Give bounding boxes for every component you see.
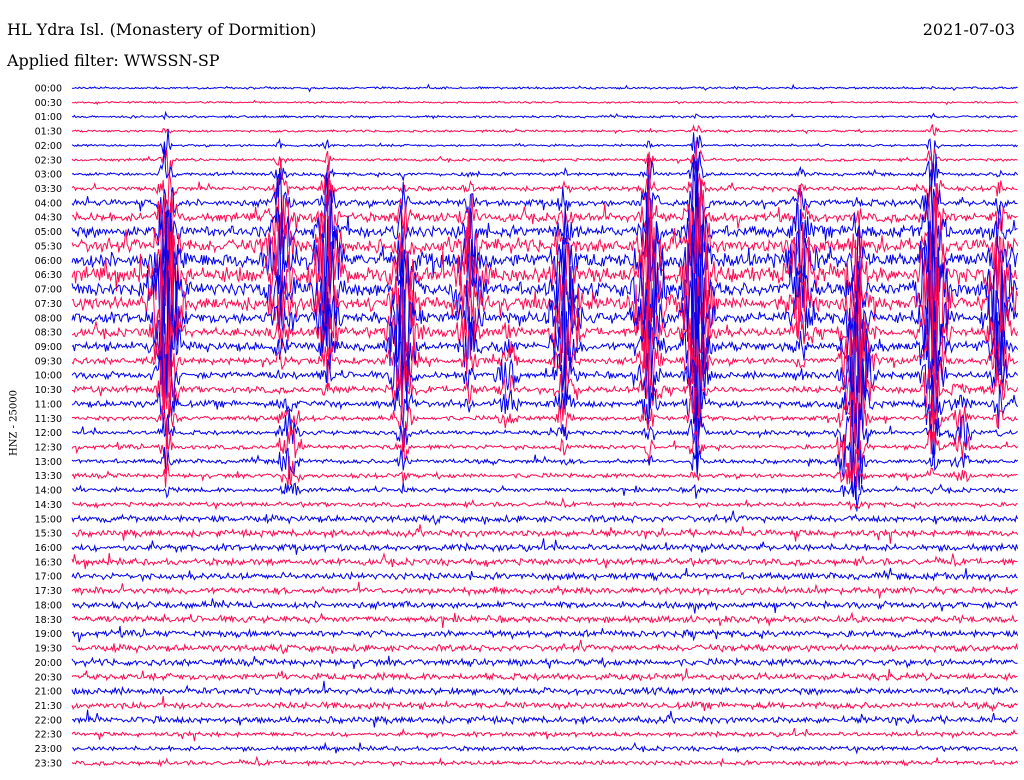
- trace-row-0430: [71, 177, 1018, 267]
- time-tick-label: 08:00: [35, 313, 62, 324]
- time-tick-label: 05:30: [35, 241, 62, 252]
- trace-row-1930: [71, 639, 1019, 655]
- trace-row-0400: [71, 153, 1018, 244]
- trace-row-1830: [71, 611, 1018, 628]
- time-tick-label: 20:30: [35, 672, 62, 683]
- trace-row-0130: [71, 124, 1018, 137]
- time-tick-label: 15:30: [35, 529, 62, 540]
- trace-row-1800: [71, 598, 1018, 614]
- trace-row-2030: [71, 668, 1018, 682]
- time-tick-label: 10:00: [35, 371, 62, 382]
- trace-row-0930: [71, 286, 1018, 425]
- time-tick-label: 10:30: [35, 385, 62, 396]
- time-tick-label: 09:00: [35, 342, 62, 353]
- time-tick-label: 18:30: [35, 615, 62, 626]
- trace-row-0230: [71, 140, 1018, 181]
- trace-row-0300: [71, 144, 1019, 195]
- trace-row-2300: [71, 741, 1018, 755]
- time-tick-label: 23:00: [35, 744, 62, 755]
- time-tick-labels: 00:00 00:30 01:00 01:30 02:00 02:30 03:00 03:30…: [35, 84, 62, 770]
- time-tick-label: 17:30: [35, 586, 62, 597]
- trace-row-1400: [71, 476, 1018, 512]
- trace-row-1200: [72, 396, 1018, 470]
- trace-row-2230: [71, 727, 1018, 742]
- time-tick-label: 11:30: [35, 414, 62, 425]
- time-tick-label: 16:30: [35, 557, 62, 568]
- trace-row-0600: [71, 190, 1019, 352]
- trace-row-1130: [71, 387, 1018, 455]
- time-tick-label: 21:30: [35, 701, 62, 712]
- trace-row-1900: [71, 626, 1019, 643]
- time-tick-label: 19:30: [35, 644, 62, 655]
- time-tick-label: 22:30: [35, 730, 62, 741]
- trace-row-0000: [71, 83, 1018, 93]
- trace-row-1300: [71, 432, 1018, 501]
- time-tick-label: 09:30: [35, 356, 62, 367]
- trace-row-0100: [71, 110, 1018, 121]
- trace-row-2200: [71, 709, 1019, 728]
- trace-row-1330: [71, 449, 1018, 488]
- time-tick-label: 03:30: [35, 184, 62, 195]
- time-tick-label: 02:30: [35, 155, 62, 166]
- time-tick-label: 00:30: [35, 98, 62, 109]
- time-tick-label: 17:00: [35, 572, 62, 583]
- time-tick-label: 04:00: [35, 198, 62, 209]
- trace-row-1630: [71, 552, 1018, 570]
- trace-row-1030: [72, 336, 1019, 456]
- trace-row-1730: [71, 581, 1018, 599]
- trace-row-0730: [71, 197, 1019, 398]
- trace-row-2000: [71, 655, 1018, 669]
- time-tick-label: 22:00: [35, 715, 62, 726]
- trace-row-1500: [71, 510, 1019, 526]
- time-tick-label: 11:00: [35, 399, 62, 410]
- time-tick-label: 13:30: [35, 471, 62, 482]
- time-tick-label: 19:00: [35, 629, 62, 640]
- trace-row-1100: [71, 356, 1019, 444]
- time-tick-label: 12:30: [35, 443, 62, 454]
- time-tick-label: 06:00: [35, 256, 62, 267]
- time-tick-label: 00:00: [35, 84, 62, 95]
- time-tick-label: 03:00: [35, 170, 62, 181]
- trace-row-0030: [71, 99, 1018, 106]
- station-title: HL Ydra Isl. (Monastery of Dormition): [7, 20, 317, 39]
- trace-row-1700: [71, 567, 1018, 583]
- time-tick-label: 18:00: [35, 600, 62, 611]
- trace-lines: [71, 83, 1019, 768]
- trace-row-2130: [71, 695, 1018, 713]
- record-date: 2021-07-03: [922, 20, 1015, 39]
- time-tick-label: 01:00: [35, 112, 62, 123]
- trace-row-1530: [71, 524, 1019, 544]
- trace-row-1230: [71, 406, 1018, 480]
- time-tick-label: 20:00: [35, 658, 62, 669]
- trace-row-1430: [71, 497, 1018, 511]
- filter-label: Applied filter: WWSSN-SP: [7, 51, 220, 70]
- time-tick-label: 07:00: [35, 285, 62, 296]
- time-tick-label: 12:00: [35, 428, 62, 439]
- time-tick-label: 05:00: [35, 227, 62, 238]
- time-tick-label: 02:00: [35, 141, 62, 152]
- time-tick-label: 07:30: [35, 299, 62, 310]
- trace-row-2100: [71, 680, 1019, 697]
- time-tick-label: 14:00: [35, 486, 62, 497]
- trace-row-1600: [71, 538, 1019, 555]
- trace-row-0330: [71, 151, 1018, 221]
- time-tick-label: 23:30: [35, 758, 62, 769]
- trace-row-0200: [71, 128, 1018, 169]
- time-tick-label: 14:30: [35, 500, 62, 511]
- time-tick-label: 04:30: [35, 213, 62, 224]
- time-tick-label: 21:00: [35, 687, 62, 698]
- time-tick-label: 01:30: [35, 127, 62, 138]
- trace-row-2330: [71, 755, 1019, 768]
- time-tick-label: 08:30: [35, 328, 62, 339]
- time-tick-label: 06:30: [35, 270, 62, 281]
- time-tick-label: 13:00: [35, 457, 62, 468]
- time-tick-label: 15:00: [35, 514, 62, 525]
- time-tick-label: 16:00: [35, 543, 62, 554]
- trace-row-0500: [71, 158, 1018, 289]
